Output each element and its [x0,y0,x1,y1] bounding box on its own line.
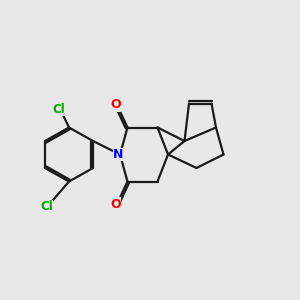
Text: N: N [113,148,124,161]
Text: O: O [110,98,121,112]
Text: O: O [110,197,121,211]
Text: Cl: Cl [52,103,65,116]
Text: Cl: Cl [40,200,53,214]
